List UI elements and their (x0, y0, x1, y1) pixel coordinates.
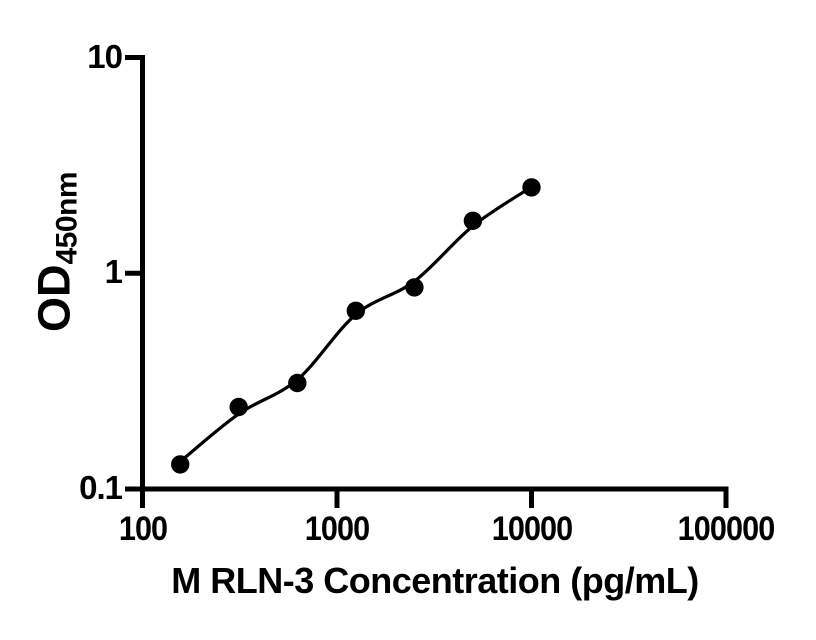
data-point (229, 397, 248, 417)
x-tick-label: 1000 (304, 510, 370, 548)
x-tick-label: 100 (118, 510, 167, 548)
fit-curve-line (179, 185, 533, 463)
y-tick-label: 10 (87, 37, 123, 75)
y-axis-title: OD450nm (29, 172, 84, 332)
data-point (288, 373, 307, 393)
x-tick-label: 100000 (677, 510, 776, 548)
data-point (463, 211, 483, 230)
data-point (171, 455, 190, 474)
data-point (346, 301, 365, 320)
y-tick-label: 0.1 (79, 469, 123, 507)
y-axis-title-sub: 450nm (50, 171, 84, 265)
data-point (522, 178, 541, 197)
data-points (171, 178, 541, 474)
axis-ticks (125, 55, 729, 508)
x-tick-label: 10000 (491, 510, 572, 548)
data-point (405, 278, 424, 297)
y-tick-label: 1 (104, 253, 123, 291)
fit-curve (179, 185, 533, 463)
x-axis-title: M RLN-3 Concentration (pg/mL) (171, 560, 699, 601)
